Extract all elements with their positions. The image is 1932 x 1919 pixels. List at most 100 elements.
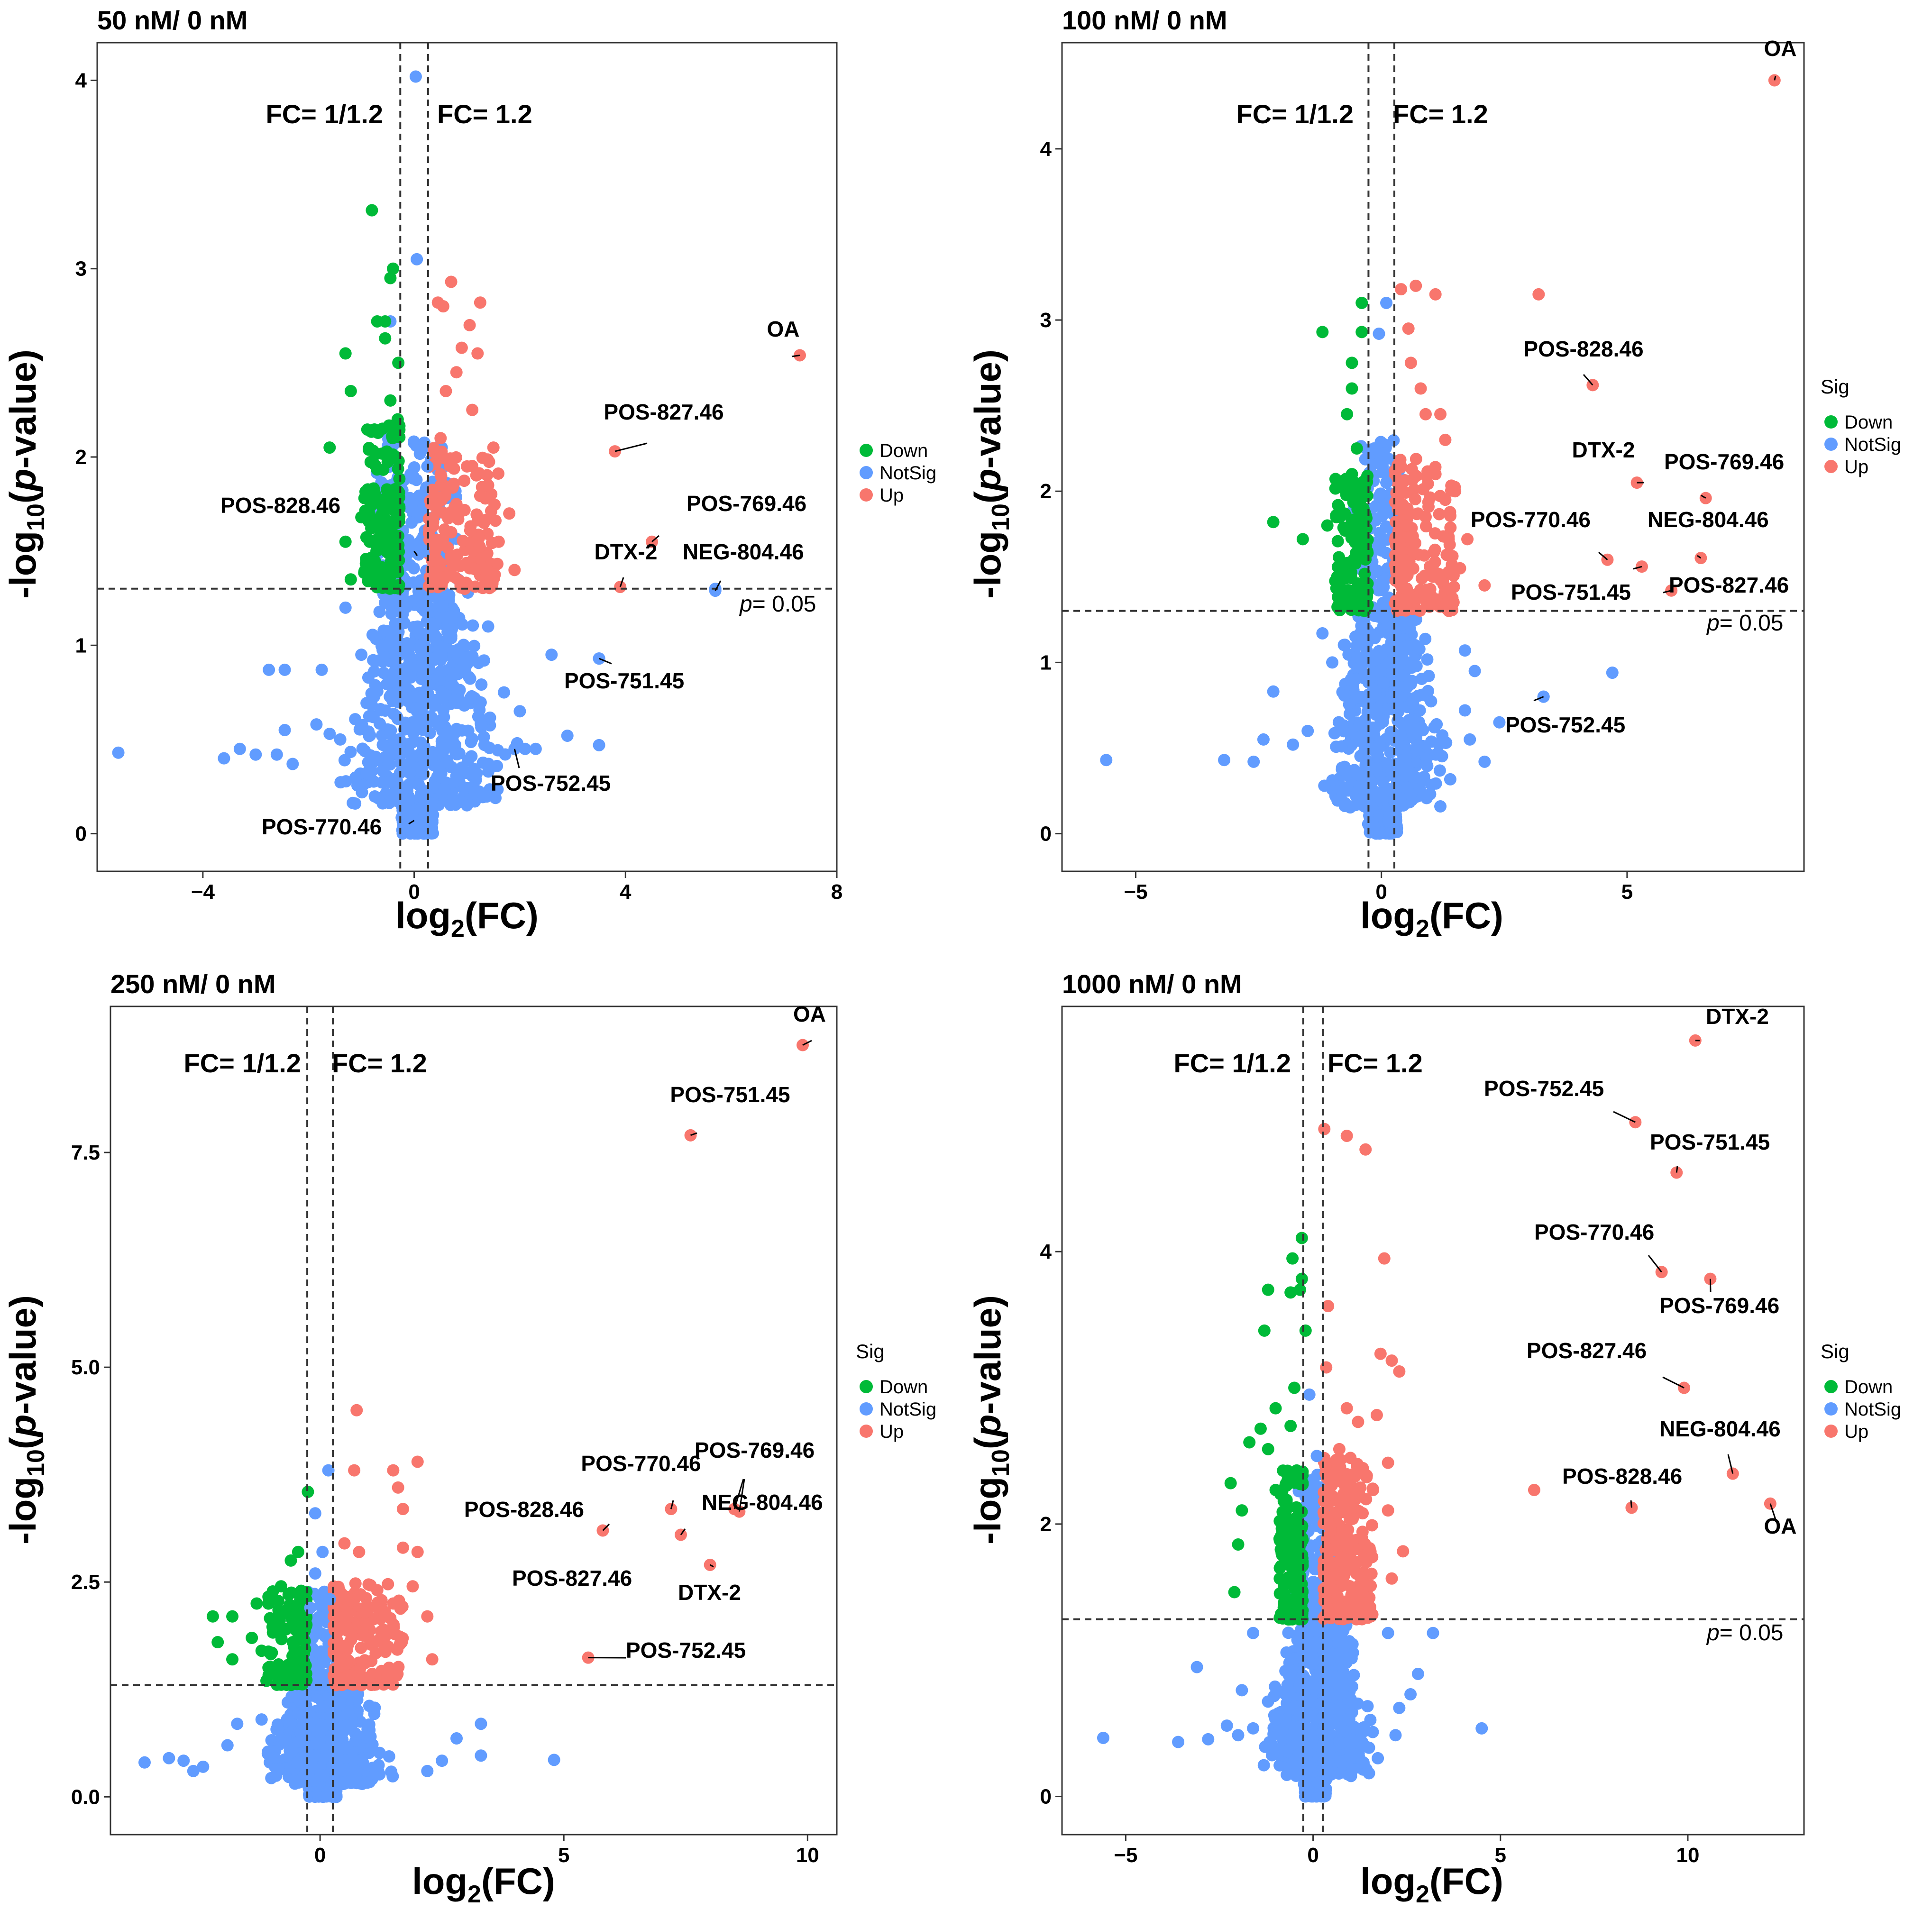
y-axis-label: -log10(p-value) [2,1295,50,1544]
point-annotation: DTX-2 [595,539,658,564]
data-point [424,494,437,507]
data-point [396,1503,409,1516]
data-point [349,771,362,784]
point-annotation: POS-770.46 [581,1451,701,1476]
data-point [1318,1123,1331,1135]
data-point [348,1464,361,1477]
data-point [529,742,542,755]
data-point [1228,1586,1241,1599]
data-point [1370,762,1383,775]
data-point [1421,653,1434,666]
data-point [1279,1538,1292,1551]
data-point [1368,442,1381,455]
data-point [1385,1354,1398,1367]
data-point [1401,781,1414,794]
data-point [275,1580,287,1593]
data-point [442,591,455,604]
data-point [1434,408,1447,420]
data-point [1340,1402,1353,1415]
data-point [1309,1637,1321,1650]
data-point [335,1672,348,1685]
data-point [1376,775,1389,788]
data-point [1363,1741,1375,1754]
data-point [487,441,500,454]
data-point [1097,1731,1109,1744]
data-point [382,538,395,551]
data-point [1333,1767,1346,1780]
data-point [1378,1252,1391,1265]
data-point [1361,585,1373,598]
data-point [1385,636,1398,649]
data-point [226,1610,239,1623]
data-point [1220,1719,1233,1732]
x-tick-label: −5 [1124,880,1147,904]
data-point [341,1705,354,1718]
data-point [1606,667,1619,679]
data-point [1429,777,1442,790]
point-annotation: POS-827.46 [512,1566,632,1590]
annotation-leader [1583,374,1593,386]
data-point [1339,797,1352,810]
data-point [353,723,366,736]
data-point [1346,468,1358,481]
data-point [372,1759,385,1772]
data-point [1401,761,1413,774]
data-point [1282,1702,1295,1715]
data-point [1357,1721,1370,1734]
data-point [456,724,468,737]
data-point [387,1597,400,1610]
data-point [337,1764,349,1777]
data-point [1420,792,1433,804]
data-point [1372,742,1385,755]
data-point [377,463,390,476]
data-point [1419,632,1432,645]
point-annotation: OA [767,317,800,341]
data-point [1314,1697,1327,1710]
data-point [1295,1232,1308,1244]
data-point [457,534,469,547]
data-point [325,1730,338,1743]
data-point [1475,1722,1488,1735]
data-point [1343,569,1355,582]
point-annotation: POS-751.45 [1511,580,1631,604]
point-annotation: DTX-2 [1706,1004,1769,1029]
data-point [1294,1759,1307,1772]
annotation-leader [614,442,648,452]
fc-down-label: FC= 1/1.2 [1236,99,1354,129]
data-point [411,253,423,265]
data-point [1394,794,1407,807]
x-tick-label: 5 [1621,880,1633,904]
data-point [1340,600,1353,612]
data-point [1335,740,1348,753]
data-point [1247,755,1260,768]
data-point [1404,1688,1417,1701]
data-point [1388,703,1401,716]
data-point [359,1606,372,1619]
data-point [1532,288,1545,301]
annotation-leader [1633,566,1642,570]
data-point [1323,1743,1336,1756]
data-point [385,1765,398,1778]
y-tick-label: 0 [1040,822,1052,846]
data-point [1236,1504,1248,1517]
x-axis-label: log2(FC) [1360,895,1503,942]
data-point [1295,1639,1308,1652]
legend-swatch [860,1425,873,1438]
data-point [1339,1725,1352,1738]
data-point [1350,442,1363,455]
data-point [1367,1484,1380,1497]
data-point [405,751,418,764]
data-point [450,748,463,761]
data-point [1281,1679,1294,1691]
data-point [323,441,336,454]
data-point [1404,715,1417,728]
data-point [221,1739,234,1752]
annotation-leader [1663,590,1672,594]
y-axis-label: -log10(p-value) [967,1295,1015,1544]
data-point [384,776,396,789]
data-point [1354,691,1366,704]
data-point [1397,1545,1410,1558]
data-point [358,492,371,504]
point-annotation: POS-751.45 [564,668,684,693]
